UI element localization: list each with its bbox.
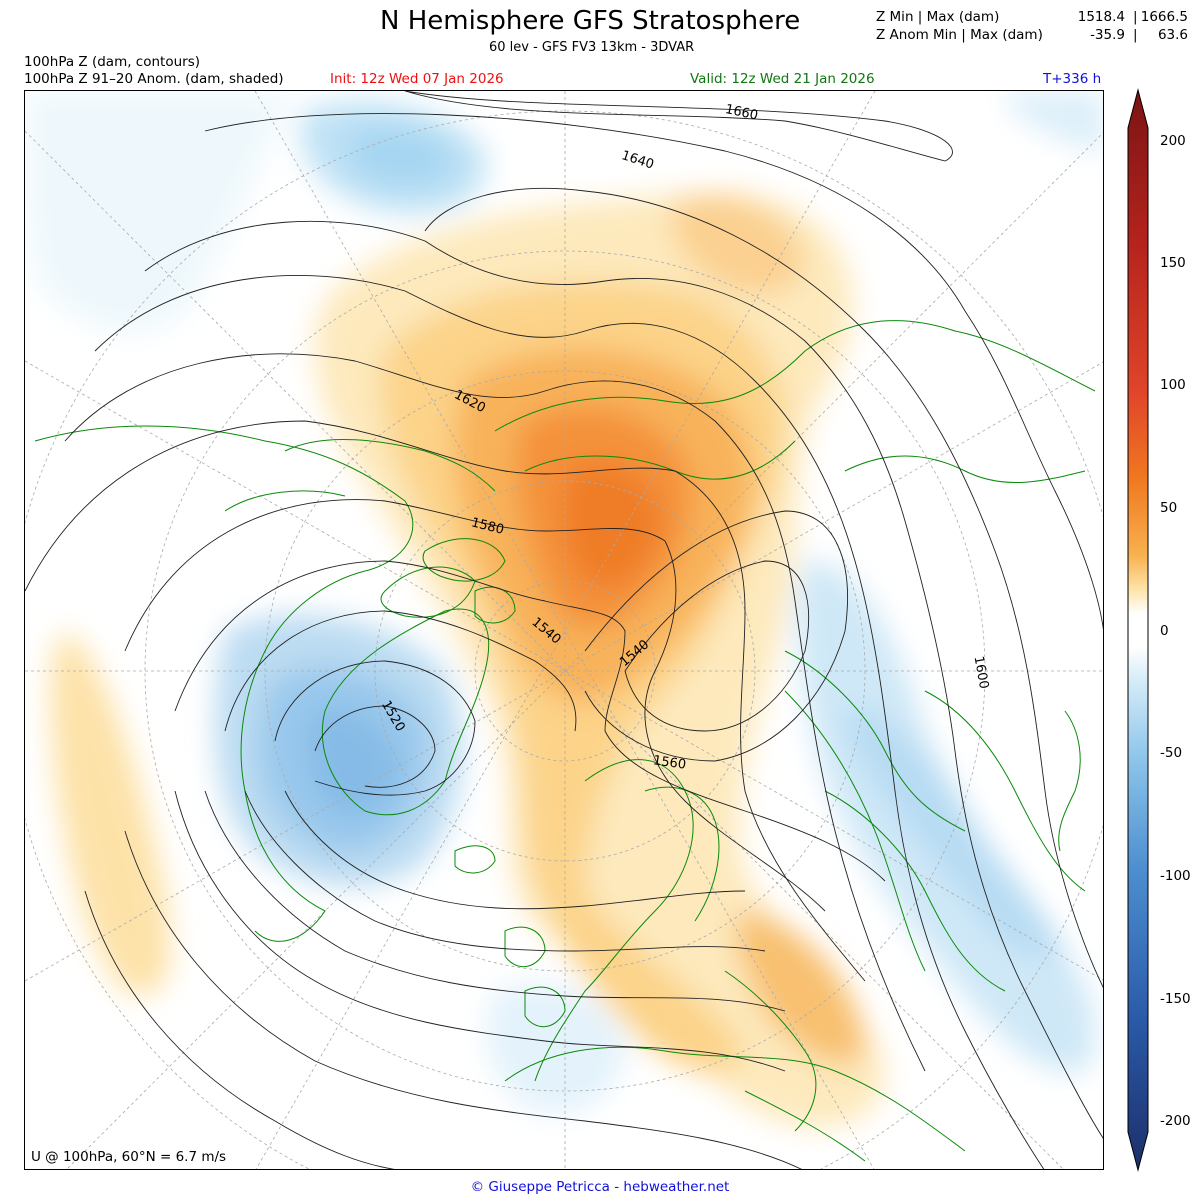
colorbar-tick: 150 [1160, 255, 1186, 271]
init-time: Init: 12z Wed 07 Jan 2026 [330, 71, 504, 87]
map-subtitle: 60 lev - GFS FV3 13km - 3DVAR [489, 40, 695, 55]
forecast-lead: T+336 h [1043, 71, 1102, 87]
z-minmax-label: Z Min | Max (dam) [876, 9, 1000, 25]
anomaly-shading [25, 91, 1103, 1128]
coastlines [34, 320, 1096, 1162]
anom-separator: | [1133, 27, 1138, 43]
z-max-value: 1666.5 [1140, 9, 1188, 25]
shading-legend: 100hPa Z 91–20 Anom. (dam, shaded) [24, 71, 284, 87]
anom-minmax-label: Z Anom Min | Max (dam) [876, 27, 1043, 43]
contour-label: 1640 [620, 148, 656, 172]
valid-time: Valid: 12z Wed 21 Jan 2026 [690, 71, 875, 87]
graticule [25, 91, 1103, 1169]
colorbar-tick: -50 [1160, 745, 1183, 761]
map-panel: 1660 1640 1620 1580 1540 1540 1520 1560 … [24, 90, 1104, 1170]
map-title: N Hemisphere GFS Stratosphere [380, 6, 801, 36]
contour-label: 1660 [724, 102, 759, 124]
colorbar-tick: 0 [1160, 623, 1169, 639]
anom-max-value: 63.6 [1157, 27, 1188, 43]
colorbar [1126, 88, 1150, 1172]
colorbar-scale [1127, 88, 1149, 1172]
height-contours [25, 91, 1103, 1169]
z-separator: | [1133, 9, 1138, 25]
anom-min-value: -35.9 [1090, 27, 1125, 43]
contour-label: 1560 [652, 753, 687, 772]
colorbar-tick: 100 [1160, 377, 1186, 393]
map-canvas: 1660 1640 1620 1580 1540 1540 1520 1560 … [25, 91, 1103, 1169]
credit-link[interactable]: © Giuseppe Petricca - hebweather.net [470, 1179, 730, 1195]
colorbar-tick: -150 [1160, 991, 1191, 1007]
wind-annotation: U @ 100hPa, 60°N = 6.7 m/s [31, 1149, 227, 1165]
colorbar-tick: 50 [1160, 500, 1178, 516]
z-min-value: 1518.4 [1077, 9, 1125, 25]
colorbar-tick: -100 [1160, 868, 1191, 884]
contour-legend: 100hPa Z (dam, contours) [24, 54, 201, 70]
contour-label: 1600 [971, 655, 992, 690]
colorbar-tick: 200 [1160, 133, 1186, 149]
colorbar-tick: -200 [1160, 1113, 1191, 1129]
